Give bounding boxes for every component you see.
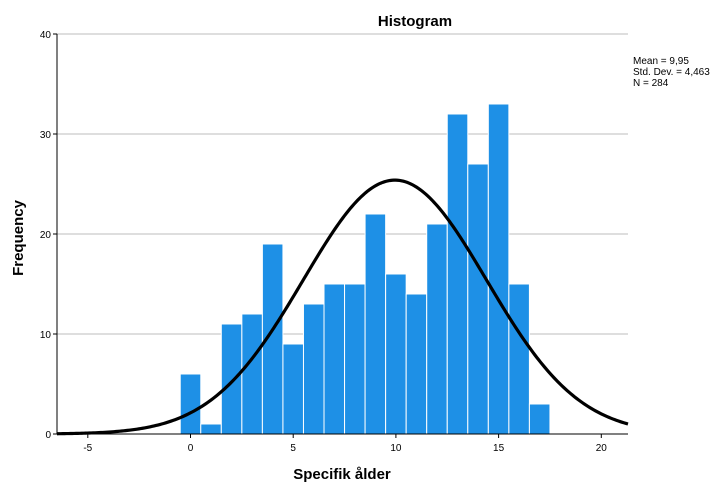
x-tick-label: -5 (83, 443, 92, 454)
histogram-bar (508, 283, 530, 435)
histogram-bar (344, 283, 366, 435)
x-axis-label: Specifik ålder (293, 466, 391, 483)
histogram-bar (200, 423, 222, 435)
y-tick-label: 40 (40, 30, 52, 41)
histogram-bar (323, 283, 346, 435)
x-tick-label: 5 (290, 443, 296, 454)
stats-box: Mean = 9,95 Std. Dev. = 4,463 N = 284 (633, 56, 710, 89)
histogram-bar (241, 313, 263, 435)
histogram-bar (282, 343, 304, 435)
histogram-bar (302, 303, 325, 435)
histogram-bar (364, 213, 387, 435)
y-tick-label: 20 (40, 230, 52, 241)
histogram-bar (426, 223, 448, 435)
histogram-bar (220, 323, 243, 435)
histogram-bar (179, 373, 202, 435)
histogram-bar (446, 113, 469, 435)
y-tick-label: 10 (40, 330, 52, 341)
chart-title: Histogram (378, 13, 452, 30)
stat-std-dev: Std. Dev. = 4,463 (633, 67, 710, 78)
histogram-bar (528, 403, 551, 435)
stat-mean: Mean = 9,95 (633, 56, 689, 67)
histogram-bar (467, 163, 489, 435)
normal-curve (56, 178, 629, 436)
histogram-bar (405, 293, 428, 435)
stat-n: N = 284 (633, 78, 669, 89)
y-axis-label: Frequency (10, 199, 27, 276)
y-tick-label: 0 (45, 430, 51, 441)
x-tick-label: 10 (390, 443, 402, 454)
x-tick-label: 15 (493, 443, 505, 454)
x-tick-label: 20 (596, 443, 608, 454)
bars-layer (179, 103, 551, 435)
histogram-bar (487, 103, 510, 435)
ticks-layer: -5 0 5 10 15 20 0 10 20 30 40 (40, 30, 607, 454)
y-tick-label: 30 (40, 130, 52, 141)
x-tick-label: 0 (188, 443, 194, 454)
histogram-bar (385, 273, 407, 435)
